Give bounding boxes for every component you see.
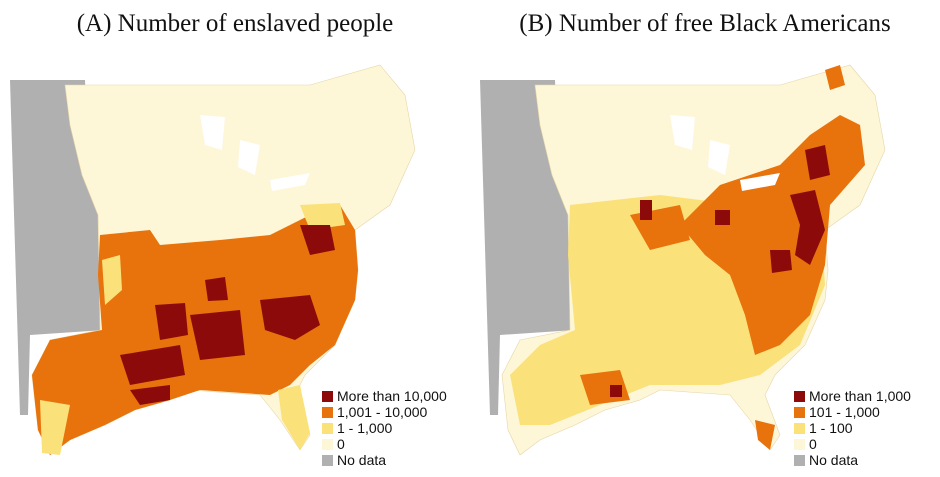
legend: More than 1,000 101 - 1,000 1 - 100 0 No… <box>794 388 940 468</box>
low-count-region <box>278 385 310 450</box>
panel-title: (B) Number of free Black Americans <box>519 10 891 37</box>
legend-label: No data <box>809 452 859 468</box>
legend-item: 1,001 - 10,000 <box>322 404 468 420</box>
legend-label: 101 - 1,000 <box>809 404 880 420</box>
high-count-region <box>130 385 170 405</box>
high-count-region <box>805 145 830 180</box>
lake <box>670 115 695 150</box>
legend-swatch <box>322 406 333 418</box>
legend-item: No data <box>322 452 468 468</box>
legend-label: 1 - 1,000 <box>337 420 393 436</box>
high-count-region <box>640 200 652 220</box>
legend-swatch <box>794 406 805 418</box>
high-count-region <box>300 225 335 255</box>
legend-label: No data <box>337 452 387 468</box>
panel-free-black: (B) Number of free Black Americans More … <box>470 0 940 477</box>
legend-item: More than 10,000 <box>322 388 468 404</box>
low-count-region <box>102 255 122 305</box>
lake <box>200 115 225 150</box>
legend-swatch <box>794 390 805 402</box>
county-map <box>10 64 416 456</box>
low-count-region <box>40 400 70 455</box>
high-count-region <box>205 277 228 301</box>
high-count-region <box>190 310 245 360</box>
legend-swatch <box>322 390 333 402</box>
legend-item: 0 <box>794 436 940 452</box>
legend-swatch <box>322 422 333 434</box>
high-count-region <box>770 250 792 273</box>
legend-swatch <box>794 422 805 434</box>
high-count-region <box>715 210 730 225</box>
legend-label: More than 10,000 <box>337 388 447 404</box>
legend-item: No data <box>794 452 940 468</box>
legend-item: 0 <box>322 436 468 452</box>
lake <box>740 173 780 191</box>
mid-count-region <box>825 65 845 90</box>
mid-count-region <box>755 420 775 450</box>
legend-swatch <box>794 454 805 466</box>
legend-label: More than 1,000 <box>809 388 911 404</box>
legend-label: 0 <box>809 436 817 452</box>
high-count-region <box>120 345 185 385</box>
legend-item: 101 - 1,000 <box>794 404 940 420</box>
legend-swatch <box>322 454 333 466</box>
panel-enslaved: (A) Number of enslaved people More than … <box>10 10 468 468</box>
panel-title: (A) Number of enslaved people <box>76 10 394 37</box>
county-map <box>480 64 886 456</box>
high-count-region <box>260 295 320 340</box>
legend-item: More than 1,000 <box>794 388 940 404</box>
legend-label: 0 <box>337 436 345 452</box>
high-count-region <box>155 303 188 340</box>
high-count-region <box>790 190 825 265</box>
low-count-region <box>300 203 345 230</box>
legend-item: 1 - 1,000 <box>322 420 468 436</box>
legend-swatch <box>794 438 805 450</box>
legend-item: 1 - 100 <box>794 420 940 436</box>
legend-label: 1,001 - 10,000 <box>337 404 428 420</box>
lake <box>708 140 730 175</box>
lake <box>238 140 260 175</box>
lake <box>270 173 310 191</box>
legend-swatch <box>322 438 333 450</box>
high-count-region <box>610 385 622 397</box>
legend: More than 10,000 1,001 - 10,000 1 - 1,00… <box>322 388 468 468</box>
legend-label: 1 - 100 <box>809 420 853 436</box>
